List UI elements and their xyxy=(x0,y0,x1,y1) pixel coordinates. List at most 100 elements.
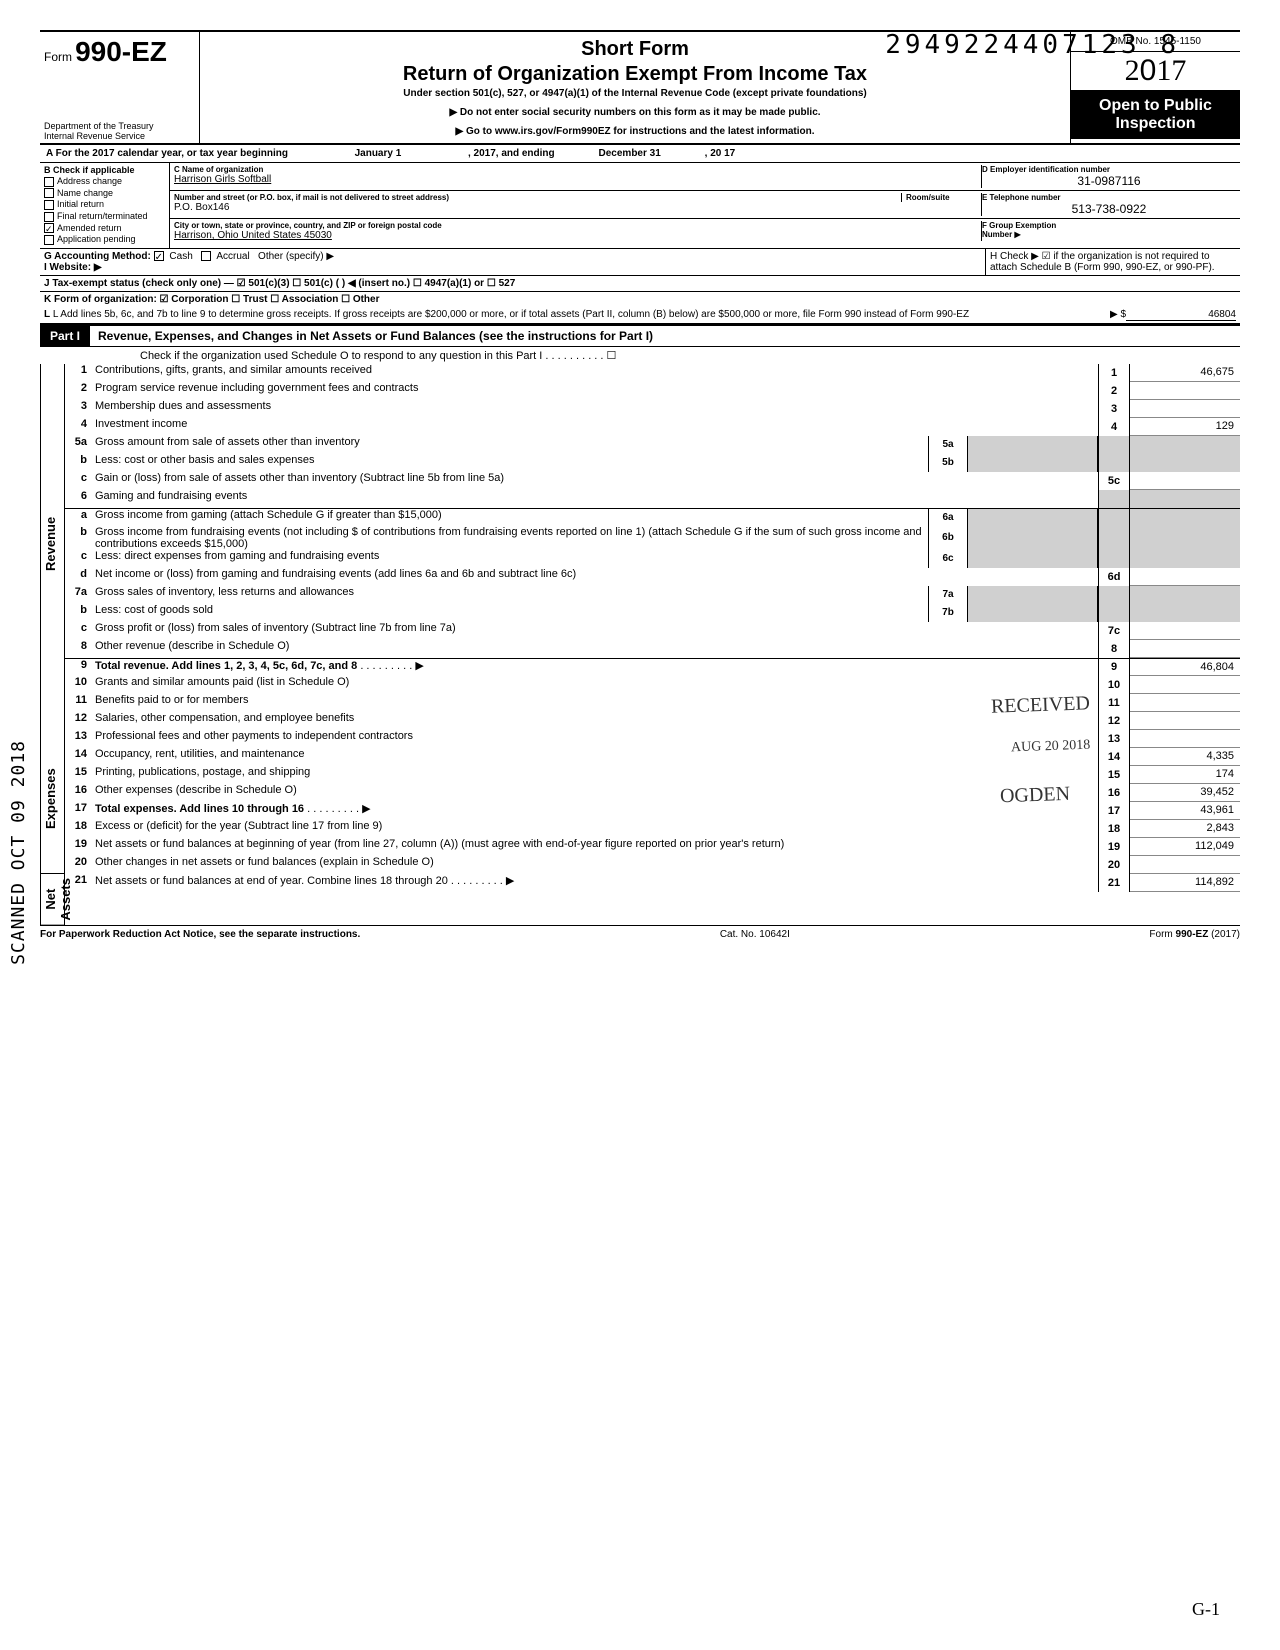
dept-line1: Department of the Treasury xyxy=(44,121,154,131)
midbox-6a: 6a xyxy=(928,509,968,526)
instruction-1: ▶ Do not enter social security numbers o… xyxy=(208,107,1062,118)
line-num-17: 17 xyxy=(65,802,95,820)
rnum-4: 4 xyxy=(1098,418,1130,436)
line-num-20: 20 xyxy=(65,856,95,874)
b-checkbox-0[interactable] xyxy=(44,177,54,187)
b-item-1: Name change xyxy=(57,188,113,198)
form-subtitle: Under section 501(c), 527, or 4947(a)(1)… xyxy=(208,88,1062,99)
g-accrual: Accrual xyxy=(216,251,249,262)
a-text: A For the 2017 calendar year, or tax yea… xyxy=(46,148,288,159)
form-title: Return of Organization Exempt From Incom… xyxy=(208,63,1062,86)
rval-4: 129 xyxy=(1130,418,1240,436)
line-num-4: 4 xyxy=(65,418,95,436)
rval-2 xyxy=(1130,382,1240,400)
line-desc-d: Net income or (loss) from gaming and fun… xyxy=(95,568,1098,586)
row-a: A For the 2017 calendar year, or tax yea… xyxy=(40,145,1240,163)
b-checkbox-5[interactable] xyxy=(44,235,54,245)
rnum-10: 10 xyxy=(1098,676,1130,694)
line-desc-11: Benefits paid to or for members xyxy=(95,694,1098,712)
b-checkbox-3[interactable] xyxy=(44,212,54,222)
cash-checkbox[interactable]: ✓ xyxy=(154,251,164,261)
rval-5c xyxy=(1130,472,1240,490)
scanned-stamp: SCANNED OCT 09 2018 xyxy=(8,740,29,965)
lines-table: Revenue Expenses Net Assets 1Contributio… xyxy=(40,364,1240,926)
rval-21: 114,892 xyxy=(1130,874,1240,892)
midbox-7b: 7b xyxy=(928,604,968,622)
rval-14: 4,335 xyxy=(1130,748,1240,766)
line-num-b: b xyxy=(65,526,95,550)
b-item-4: Amended return xyxy=(57,223,122,233)
rval-8 xyxy=(1130,640,1240,658)
footer-mid: Cat. No. 10642I xyxy=(720,929,790,940)
line-desc-8: Other revenue (describe in Schedule O) xyxy=(95,640,1098,658)
form-prefix: Form xyxy=(44,50,72,64)
netassets-label: Net Assets xyxy=(40,874,64,926)
b-checkbox-2[interactable] xyxy=(44,200,54,210)
open-public-2: Inspection xyxy=(1077,115,1234,133)
rnum-6d: 6d xyxy=(1098,568,1130,586)
part1-label: Part I xyxy=(40,326,90,346)
expenses-label: Expenses xyxy=(40,724,64,874)
rnum-15: 15 xyxy=(1098,766,1130,784)
b-checkbox-4[interactable]: ✓ xyxy=(44,223,54,233)
b-label: B Check if applicable xyxy=(44,165,165,175)
stamp-ogden: OGDEN xyxy=(1000,783,1071,808)
rval-17: 43,961 xyxy=(1130,802,1240,820)
b-checkbox-1[interactable] xyxy=(44,188,54,198)
rnum-18: 18 xyxy=(1098,820,1130,838)
midbox-5a: 5a xyxy=(928,436,968,454)
a-mid: , 2017, and ending xyxy=(468,148,555,159)
line-num-3: 3 xyxy=(65,400,95,418)
h-text: H Check ▶ ☑ if the organization is not r… xyxy=(985,249,1240,275)
line-num-b: b xyxy=(65,604,95,622)
line-num-15: 15 xyxy=(65,766,95,784)
a-end: December 31 xyxy=(555,148,705,159)
line-desc-15: Printing, publications, postage, and shi… xyxy=(95,766,1098,784)
rnum-13: 13 xyxy=(1098,730,1130,748)
line-desc-c: Gross profit or (loss) from sales of inv… xyxy=(95,622,1098,640)
a-tail: , 20 17 xyxy=(705,148,736,159)
line-num-c: c xyxy=(65,472,95,490)
l-value: 46804 xyxy=(1126,309,1236,321)
rnum-17: 17 xyxy=(1098,802,1130,820)
line-desc-13: Professional fees and other payments to … xyxy=(95,730,1098,748)
rval-19: 112,049 xyxy=(1130,838,1240,856)
g-other: Other (specify) ▶ xyxy=(258,251,334,262)
b-item-3: Final return/terminated xyxy=(57,211,148,221)
b-item-0: Address change xyxy=(57,176,122,186)
line-desc-17: Total expenses. Add lines 10 through 16 … xyxy=(95,802,1098,820)
line-desc-6: Gaming and fundraising events xyxy=(95,490,1098,508)
footer-left: For Paperwork Reduction Act Notice, see … xyxy=(40,929,360,940)
rnum-21: 21 xyxy=(1098,874,1130,892)
stamp-date: AUG 20 2018 xyxy=(1010,737,1090,756)
footer-right: Form 990-EZ (2017) xyxy=(1149,929,1240,940)
dept-line2: Internal Revenue Service xyxy=(44,131,154,141)
line-desc-2: Program service revenue including govern… xyxy=(95,382,1098,400)
b-item-5: Application pending xyxy=(57,234,136,244)
rnum-7c: 7c xyxy=(1098,622,1130,640)
city-value: Harrison, Ohio United States 45030 xyxy=(174,230,981,241)
rval-11 xyxy=(1130,694,1240,712)
part1-title: Revenue, Expenses, and Changes in Net As… xyxy=(90,329,653,343)
rnum-9: 9 xyxy=(1098,659,1130,676)
g-cash: Cash xyxy=(169,251,192,262)
phone-value: 513-738-0922 xyxy=(982,202,1236,216)
accrual-checkbox[interactable] xyxy=(201,251,211,261)
line-desc-18: Excess or (deficit) for the year (Subtra… xyxy=(95,820,1098,838)
rval-18: 2,843 xyxy=(1130,820,1240,838)
city-label: City or town, state or province, country… xyxy=(174,221,981,230)
rnum-1: 1 xyxy=(1098,364,1130,382)
rval-20 xyxy=(1130,856,1240,874)
line-desc-c: Less: direct expenses from gaming and fu… xyxy=(95,550,928,568)
g-text: G Accounting Method: xyxy=(44,251,151,262)
rval-10 xyxy=(1130,676,1240,694)
line-desc-7a: Gross sales of inventory, less returns a… xyxy=(95,586,928,604)
line-desc-9: Total revenue. Add lines 1, 2, 3, 4, 5c,… xyxy=(95,659,1098,676)
line-num-6: 6 xyxy=(65,490,95,508)
f-label2: Number ▶ xyxy=(982,230,1021,239)
row-l: L L Add lines 5b, 6c, and 7b to line 9 t… xyxy=(40,307,1240,324)
line-desc-12: Salaries, other compensation, and employ… xyxy=(95,712,1098,730)
rnum-19: 19 xyxy=(1098,838,1130,856)
line-num-14: 14 xyxy=(65,748,95,766)
line-desc-21: Net assets or fund balances at end of ye… xyxy=(95,874,1098,892)
